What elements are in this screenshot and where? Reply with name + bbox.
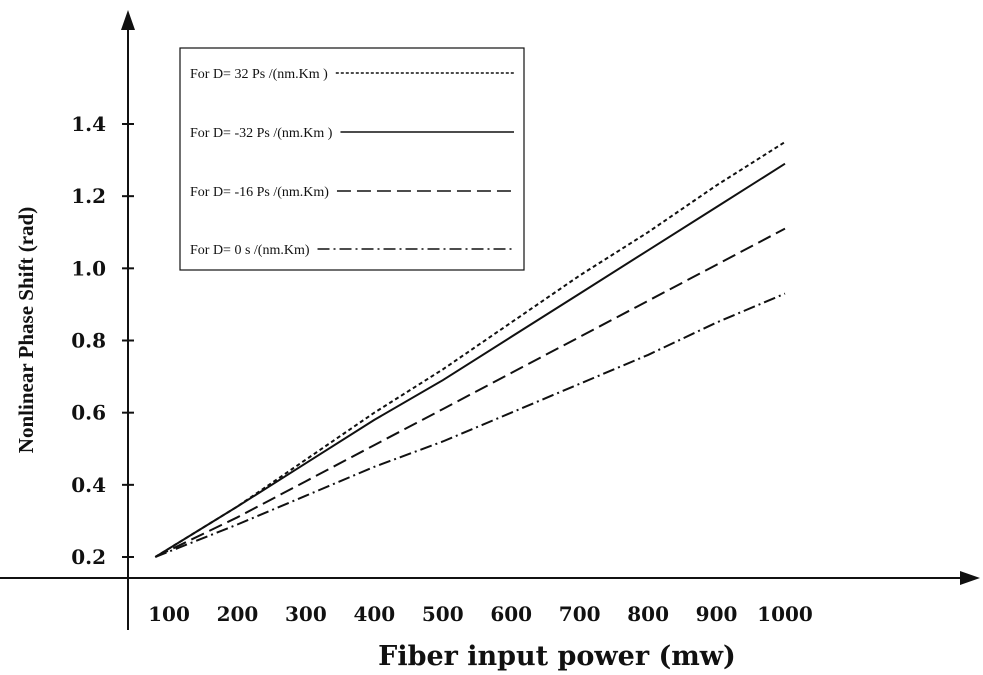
y-tick-label: 1.4 <box>71 112 106 136</box>
legend-label-4: For D= 0 s /(nm.Km) <box>190 243 310 258</box>
legend-label-2: For D= -32 Ps /(nm.Km ) <box>190 126 333 141</box>
y-tick-label: 0.4 <box>71 473 106 497</box>
x-axis-arrow <box>960 571 980 585</box>
x-tick-label: 500 <box>422 602 464 626</box>
x-tick-label: 100 <box>148 602 190 626</box>
legend-label-1: For D= 32 Ps /(nm.Km ) <box>190 67 328 82</box>
x-tick-label: 400 <box>353 602 395 626</box>
legend-label-3: For D= -16 Ps /(nm.Km) <box>190 185 329 200</box>
x-tick-label: 1000 <box>757 602 813 626</box>
x-tick-label: 300 <box>285 602 327 626</box>
x-tick-label: 900 <box>696 602 738 626</box>
y-tick-label: 0.8 <box>71 329 106 353</box>
x-tick-label: 600 <box>490 602 532 626</box>
x-tick-label: 200 <box>217 602 259 626</box>
y-tick-label: 1.0 <box>71 256 106 280</box>
series-line-4 <box>155 294 785 557</box>
series-line-3 <box>155 229 785 557</box>
x-tick-label: 700 <box>559 602 601 626</box>
y-tick-label: 1.2 <box>71 184 106 208</box>
y-axis-arrow <box>121 10 135 30</box>
x-tick-group: 100 200 300 400 500 600 700 800 900 1000 <box>148 602 813 626</box>
legend: For D= 32 Ps /(nm.Km ) For D= -32 Ps /(nm… <box>180 48 524 270</box>
x-tick-label: 800 <box>627 602 669 626</box>
y-tick-label: 0.6 <box>71 401 106 425</box>
y-tick-label: 0.2 <box>71 545 106 569</box>
y-tick-group: 0.2 0.4 0.6 0.8 1.0 1.2 1.4 <box>71 112 134 569</box>
x-axis-title: Fiber input power (mw) <box>378 641 736 672</box>
y-axis-title: Nonlinear Phase Shift (rad) <box>14 207 38 453</box>
